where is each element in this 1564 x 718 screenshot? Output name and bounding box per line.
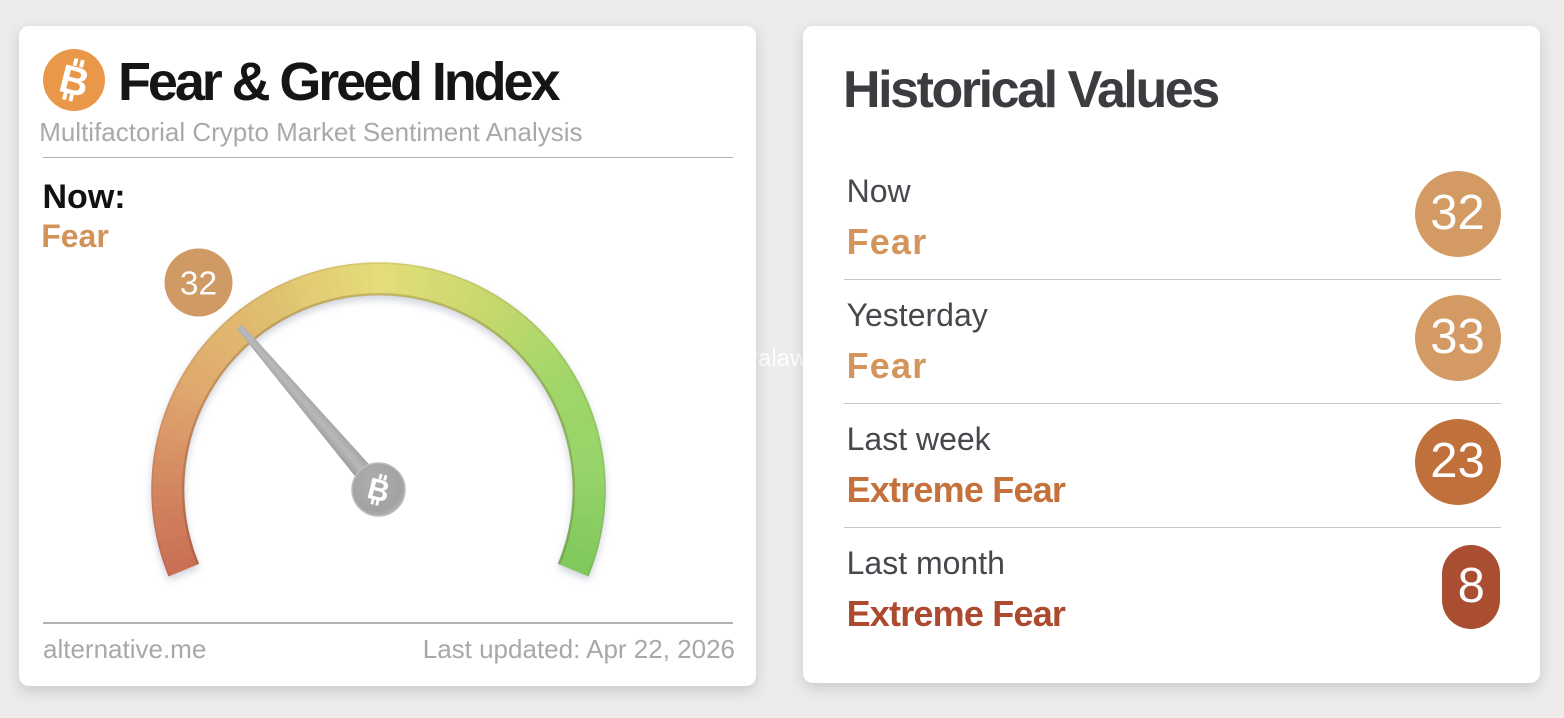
svg-text:32: 32 xyxy=(179,266,216,303)
